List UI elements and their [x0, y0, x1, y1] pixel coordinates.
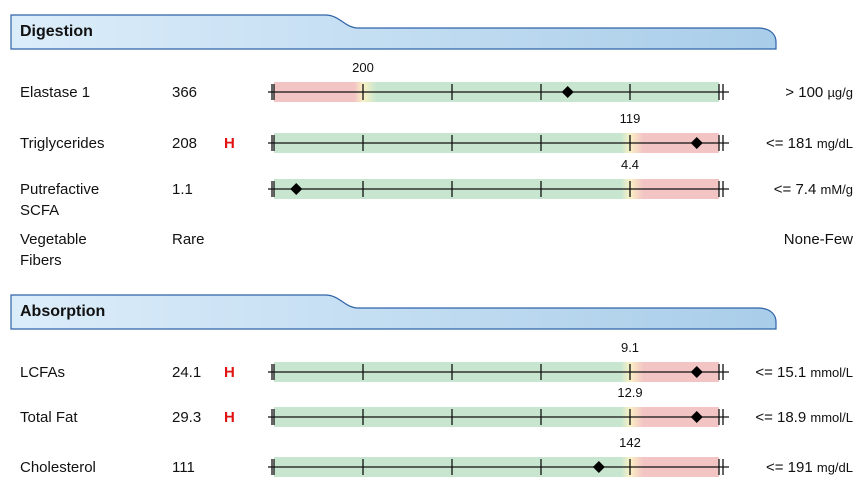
reference-range: <= 181 mg/dL	[766, 133, 853, 154]
result-marker	[690, 366, 703, 378]
section-header-digestion: Digestion	[10, 14, 777, 50]
header-tab-shape	[10, 294, 777, 330]
reference-range: <= 18.9 mmol/L	[755, 407, 853, 428]
reference-bar: 119	[268, 111, 729, 157]
reference-bar: 12.9	[268, 385, 729, 431]
result-marker	[690, 411, 703, 423]
test-value: 366	[172, 84, 198, 101]
threshold-label: 119	[619, 111, 641, 126]
threshold-label: 200	[352, 60, 374, 75]
test-name: Putrefactive SCFA	[20, 181, 100, 219]
reference-range-value: <= 7.4	[773, 181, 817, 198]
result-marker	[561, 86, 574, 98]
reference-range-unit: mg/dL	[816, 136, 853, 151]
threshold-label: 12.9	[617, 385, 643, 400]
test-name: Elastase 1	[20, 84, 91, 101]
threshold-label: 142	[619, 435, 641, 450]
reference-range-value: <= 191	[765, 459, 813, 476]
result-marker	[592, 461, 605, 473]
test-value: 111	[172, 459, 195, 476]
reference-range-unit: mM/g	[820, 182, 854, 197]
section-title: Digestion	[20, 23, 93, 40]
test-name: Triglycerides	[20, 135, 105, 152]
reference-bar: 4.4	[268, 157, 729, 203]
test-name: Vegetable Fibers	[20, 231, 87, 269]
reference-range-unit: µg/g	[827, 85, 853, 100]
test-name: LCFAs	[20, 364, 66, 381]
reference-range: <= 7.4 mM/g	[774, 179, 853, 200]
reference-bar: 200	[268, 60, 729, 106]
reference-bar: 9.1	[268, 340, 729, 386]
result-marker	[690, 137, 703, 149]
reference-range-unit: mmol/L	[810, 410, 853, 425]
reference-range-value: <= 18.9	[755, 409, 807, 426]
test-value: 29.3	[172, 409, 202, 426]
high-flag: H	[224, 364, 235, 381]
threshold-label: 4.4	[620, 157, 640, 172]
reference-range: None-Few	[783, 231, 853, 248]
reference-range-unit: mmol/L	[810, 365, 853, 380]
reference-range-value: > 100	[785, 84, 824, 101]
reference-range-value: <= 15.1	[755, 364, 807, 381]
test-value: Rare	[172, 231, 205, 248]
high-flag: H	[224, 409, 235, 426]
reference-range-value: <= 181	[765, 135, 813, 152]
reference-range-unit: mg/dL	[816, 460, 853, 475]
reference-bar: 142	[268, 435, 729, 481]
result-marker	[290, 183, 303, 195]
section-title: Absorption	[20, 303, 106, 320]
test-name: Total Fat	[20, 409, 78, 426]
reference-range: <= 191 mg/dL	[766, 457, 853, 478]
reference-range: > 100 µg/g	[785, 82, 853, 103]
threshold-label: 9.1	[620, 340, 640, 355]
test-value: 208	[172, 135, 198, 152]
test-value: 24.1	[172, 364, 202, 381]
test-value: 1.1	[172, 181, 193, 198]
high-flag: H	[224, 135, 235, 152]
test-name: Cholesterol	[20, 459, 96, 476]
header-tab-shape	[10, 14, 777, 50]
reference-range: <= 15.1 mmol/L	[755, 362, 853, 383]
section-header-absorption: Absorption	[10, 294, 777, 330]
